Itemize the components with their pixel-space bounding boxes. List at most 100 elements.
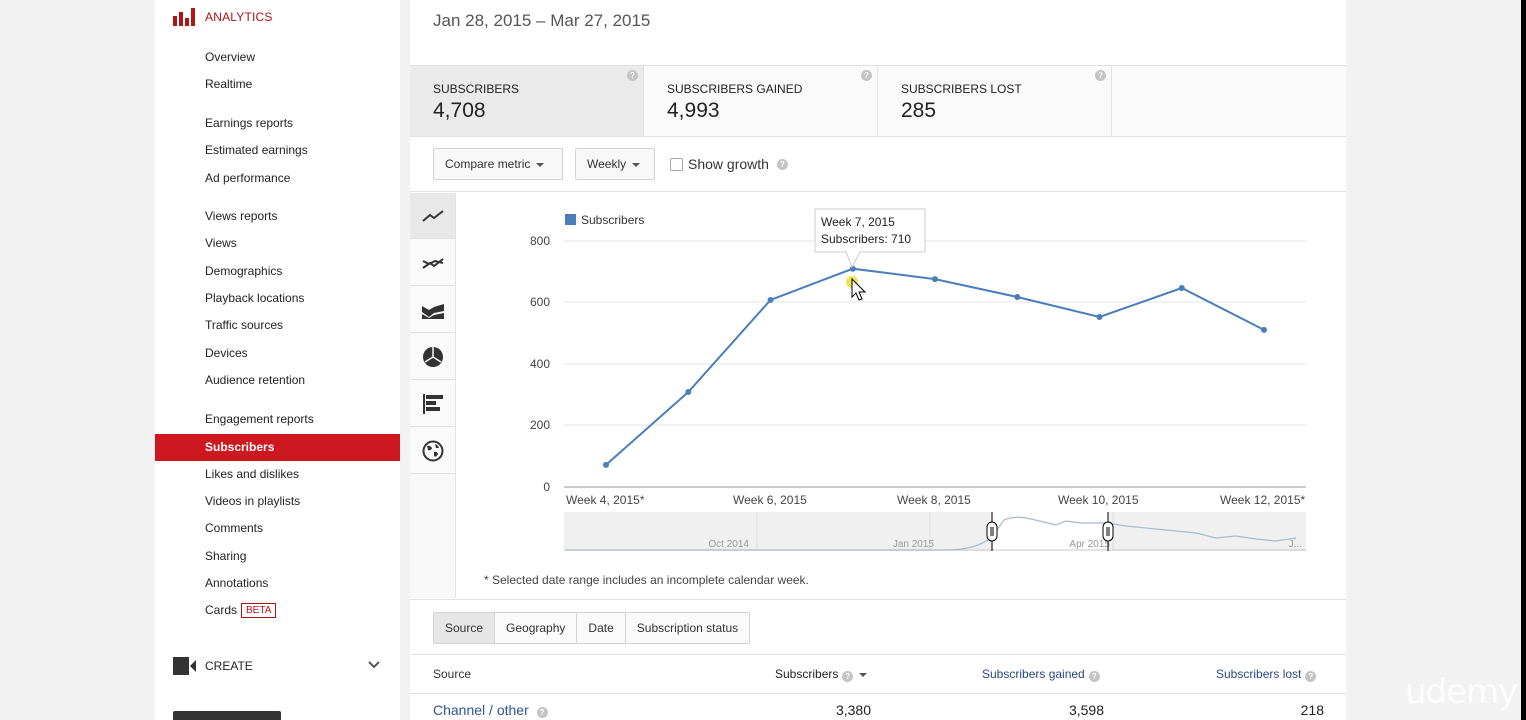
- sidebar-dark-button[interactable]: [173, 711, 281, 720]
- sidebar-create-section[interactable]: CREATE: [155, 653, 400, 679]
- sidebar-item-annotations[interactable]: Annotations: [205, 576, 269, 590]
- sidebar-item-estimated-earnings[interactable]: Estimated earnings: [205, 143, 308, 157]
- metric-subscribers-lost[interactable]: SUBSCRIBERS LOST 285 ?: [878, 66, 1112, 136]
- sidebar-item-devices[interactable]: Devices: [205, 346, 248, 360]
- svg-text:Week 10, 2015: Week 10, 2015: [1058, 493, 1139, 507]
- help-icon[interactable]: ?: [861, 70, 872, 81]
- svg-text:Week 4, 2015*: Week 4, 2015*: [566, 493, 645, 507]
- sidebar-item-cards[interactable]: Cards BETA: [155, 597, 400, 624]
- sidebar-item-sharing[interactable]: Sharing: [205, 549, 247, 563]
- sidebar-item-engagement-reports[interactable]: Engagement reports: [205, 412, 314, 426]
- data-point[interactable]: [932, 276, 938, 283]
- data-point[interactable]: [1014, 294, 1021, 300]
- sidebar-item-playback-locations[interactable]: Playback locations: [205, 291, 305, 305]
- data-point[interactable]: [767, 297, 774, 303]
- interval-dropdown[interactable]: Weekly: [575, 148, 655, 180]
- pie-chart-button[interactable]: [410, 334, 455, 380]
- line-chart-icon: [421, 209, 444, 222]
- subscribers-cell: 3,380: [835, 702, 871, 718]
- bar-chart-horizontal-icon: [422, 393, 443, 414]
- svg-text:0: 0: [543, 480, 550, 494]
- svg-text:800: 800: [530, 234, 550, 248]
- chart-tooltip: Week 7, 2015 Subscribers: 710: [814, 208, 926, 269]
- area-chart-icon: [421, 303, 444, 319]
- help-icon[interactable]: ?: [627, 70, 638, 81]
- show-growth-label: Show growth: [688, 156, 769, 172]
- metric-tabs: SUBSCRIBERS 4,708 ? SUBSCRIBERS GAINED 4…: [410, 65, 1346, 137]
- column-header-subscribers-gained[interactable]: Subscribers gained?: [982, 667, 1100, 682]
- column-header-source[interactable]: Source: [433, 667, 472, 681]
- sidebar-header-analytics[interactable]: ANALYTICS: [173, 8, 273, 26]
- x-axis-labels: Week 4, 2015* Week 6, 2015 Week 8, 2015 …: [566, 493, 1306, 507]
- show-growth-checkbox[interactable]: [670, 157, 683, 171]
- chevron-down-icon[interactable]: [368, 656, 380, 672]
- tab-date[interactable]: Date: [577, 613, 626, 643]
- sidebar-item-traffic-sources[interactable]: Traffic sources: [205, 318, 284, 332]
- help-icon[interactable]: ?: [1095, 70, 1106, 81]
- data-point[interactable]: [1096, 314, 1103, 320]
- legend-label: Subscribers: [581, 213, 644, 227]
- data-point[interactable]: [603, 461, 609, 468]
- date-range[interactable]: Jan 28, 2015 – Mar 27, 2015: [433, 11, 651, 30]
- sidebar-item-ad-performance[interactable]: Ad performance: [205, 171, 291, 185]
- udemy-watermark: udemy: [1405, 672, 1518, 712]
- create-label: CREATE: [205, 659, 253, 673]
- help-icon[interactable]: ?: [776, 158, 788, 170]
- range-handle-left[interactable]: [986, 512, 998, 551]
- caret-down-icon: [632, 162, 641, 167]
- column-label: Subscribers gained: [982, 667, 1085, 681]
- dimension-tabs: Source Geography Date Subscription statu…: [433, 612, 751, 644]
- line-chart-button[interactable]: [410, 193, 455, 239]
- bar-chart-button[interactable]: [410, 381, 455, 427]
- range-handle-right[interactable]: [1102, 512, 1114, 551]
- source-link[interactable]: Channel / other: [433, 702, 529, 718]
- show-growth-toggle[interactable]: Show growth ?: [670, 156, 788, 172]
- help-icon[interactable]: ?: [536, 707, 548, 718]
- table-header: Source Subscribers? Subscribers gained? …: [410, 656, 1346, 694]
- svg-text:Week 7, 2015: Week 7, 2015: [821, 215, 895, 229]
- column-label: Subscribers lost: [1216, 667, 1302, 681]
- line-chart[interactable]: Subscribers 800 600 400 200 0 Week 4, 20…: [456, 193, 1346, 598]
- column-label: Subscribers: [775, 667, 839, 681]
- sidebar-item-realtime[interactable]: Realtime: [205, 77, 253, 91]
- mouse-cursor-icon: [851, 277, 867, 301]
- data-point[interactable]: [1261, 326, 1267, 333]
- compare-metric-dropdown[interactable]: Compare metric: [433, 148, 563, 180]
- analytics-label: ANALYTICS: [205, 10, 273, 24]
- screen-edge: [1521, 0, 1526, 720]
- sidebar-item-overview[interactable]: Overview: [205, 50, 256, 64]
- sidebar-item-videos-in-playlists[interactable]: Videos in playlists: [205, 494, 301, 508]
- metric-label: SUBSCRIBERS LOST: [901, 82, 1022, 96]
- help-icon[interactable]: ?: [842, 671, 854, 682]
- data-point[interactable]: [685, 389, 692, 395]
- chart-controls: Compare metric Weekly Show growth ?: [410, 138, 1346, 192]
- sidebar-item-views-reports[interactable]: Views reports: [205, 209, 278, 223]
- compare-metric-label: Compare metric: [445, 157, 531, 171]
- metric-subscribers-gained[interactable]: SUBSCRIBERS GAINED 4,993 ?: [644, 66, 878, 136]
- tab-source[interactable]: Source: [434, 613, 496, 643]
- sidebar-item-audience-retention[interactable]: Audience retention: [205, 373, 306, 387]
- sidebar-item-subscribers[interactable]: Subscribers: [155, 434, 400, 461]
- column-header-subscribers[interactable]: Subscribers?: [775, 667, 868, 682]
- sidebar: ANALYTICS Overview Realtime Earnings rep…: [155, 0, 400, 720]
- globe-map-icon: [422, 440, 443, 461]
- tab-subscription-status[interactable]: Subscription status: [625, 613, 750, 643]
- metric-subscribers[interactable]: SUBSCRIBERS 4,708 ?: [410, 66, 644, 136]
- data-point[interactable]: [849, 265, 856, 272]
- caret-down-icon: [536, 162, 545, 167]
- sidebar-item-likes-and-dislikes[interactable]: Likes and dislikes: [205, 467, 300, 481]
- sidebar-item-earnings-reports[interactable]: Earnings reports: [205, 116, 294, 130]
- tab-geography[interactable]: Geography: [495, 613, 578, 643]
- range-navigator[interactable]: Oct 2014 Jan 2015 Apr 2015 J...: [564, 512, 1306, 551]
- legend-swatch: [565, 214, 576, 225]
- help-icon[interactable]: ?: [1305, 671, 1317, 682]
- help-icon[interactable]: ?: [1088, 671, 1100, 682]
- area-chart-button[interactable]: [410, 287, 455, 333]
- sidebar-item-demographics[interactable]: Demographics: [205, 264, 283, 278]
- multi-line-chart-button[interactable]: [410, 240, 455, 286]
- map-chart-button[interactable]: [410, 428, 455, 474]
- column-header-subscribers-lost[interactable]: Subscribers lost?: [1216, 667, 1317, 682]
- sidebar-item-comments[interactable]: Comments: [205, 521, 264, 535]
- sidebar-item-views[interactable]: Views: [205, 236, 237, 250]
- data-point[interactable]: [1178, 285, 1185, 291]
